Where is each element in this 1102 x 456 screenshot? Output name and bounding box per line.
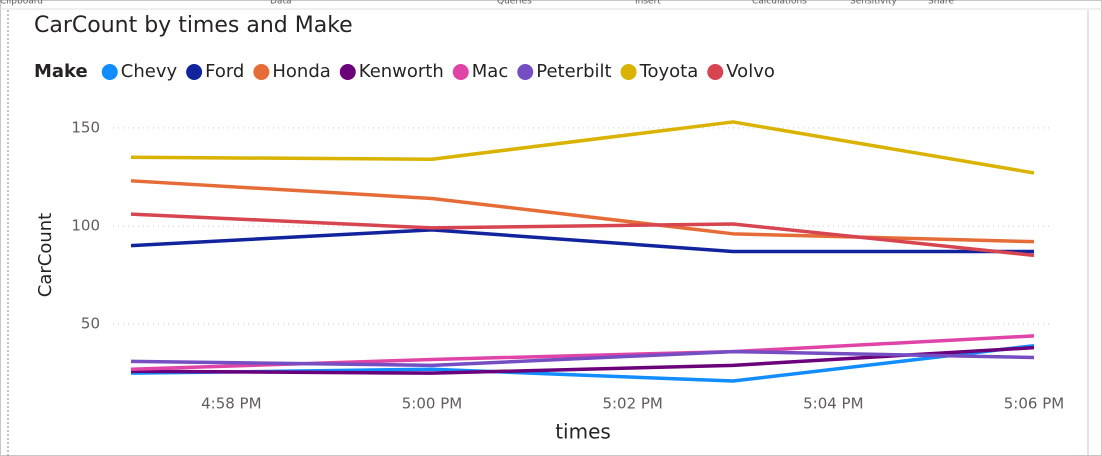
legend-title: Make [34, 61, 88, 82]
x-tick-label: 5:00 PM [402, 395, 462, 413]
x-tick-label: 4:58 PM [201, 395, 261, 413]
legend-marker [339, 64, 356, 80]
legend-marker [620, 64, 637, 80]
legend-label: Mac [472, 61, 508, 82]
ribbon-label: Share [928, 0, 954, 7]
chart-title: CarCount by times and Make [34, 13, 353, 38]
ribbon-label: Queries [497, 0, 532, 7]
legend-label: Ford [205, 61, 244, 82]
legend-label: Volvo [726, 61, 775, 82]
x-tick-label: 5:06 PM [1004, 395, 1064, 413]
ribbon-label: Clipboard [0, 0, 43, 7]
ribbon-label: Calculations [752, 0, 807, 7]
legend-marker [452, 64, 469, 80]
legend-marker [186, 64, 203, 80]
legend-marker [101, 64, 118, 80]
line-series [130, 179, 1035, 244]
y-tick-label: 50 [81, 315, 100, 333]
ribbon-label: Insert [635, 0, 661, 7]
legend-label: Honda [272, 61, 330, 82]
line-series [130, 345, 1035, 375]
line-series [130, 228, 1034, 254]
x-tick-label: 5:04 PM [803, 395, 863, 413]
x-axis-title: times [555, 420, 611, 444]
x-tick-label: 5:02 PM [602, 395, 662, 413]
line-series [130, 212, 1035, 258]
legend-label: Toyota [639, 61, 699, 82]
line-series [130, 120, 1035, 175]
legend-marker [517, 64, 534, 80]
y-tick-label: 100 [71, 216, 100, 234]
y-tick-label: 150 [71, 118, 100, 136]
y-axis-title: CarCount [35, 213, 56, 297]
legend-marker [707, 64, 724, 80]
line-series [130, 349, 1035, 368]
legend-label: Kenworth [359, 61, 444, 82]
ribbon-label: Data [270, 0, 292, 7]
legend-label: Chevy [121, 61, 178, 82]
ribbon-label: Sensitivity [850, 0, 898, 7]
legend-label: Peterbilt [536, 61, 611, 82]
legend-marker [253, 64, 270, 80]
